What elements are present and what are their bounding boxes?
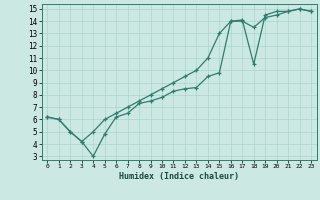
- X-axis label: Humidex (Indice chaleur): Humidex (Indice chaleur): [119, 172, 239, 181]
